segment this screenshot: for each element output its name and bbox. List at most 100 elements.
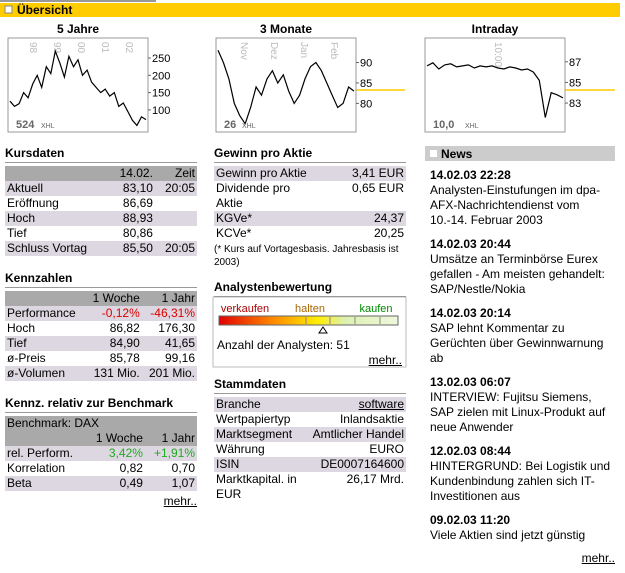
cell: Hoch (5, 211, 109, 226)
row: Branche software (214, 397, 406, 412)
cell: Eröffnung (7, 196, 59, 210)
x-label: 10:00 (492, 42, 503, 67)
cell: Wertpapiertyp (216, 412, 291, 426)
x-label: Feb (328, 42, 339, 60)
news-text: HINTERGRUND: Bei Logistik und Kundenbind… (430, 459, 611, 503)
cell: 80,86 (122, 226, 153, 240)
gewinn: Gewinn pro Aktie Gewinn pro Aktie 3,41 EUR… (214, 146, 406, 269)
cell: DE0007164600 (308, 457, 406, 472)
cell: 0,82 (119, 461, 143, 475)
x-label: Nov (238, 42, 249, 60)
x-label: 02 (123, 42, 134, 54)
row: Dividende pro Aktie 0,65 EUR (214, 181, 406, 211)
row: Marktsegment Amtlicher Handel (214, 427, 406, 442)
section-heading: Stammdaten (214, 377, 406, 394)
x-label: Jan (298, 42, 309, 58)
news-text: INTERVIEW: Fujitsu Siemens, SAP zielen m… (430, 390, 606, 434)
news-date: 09.02.03 11:20 (430, 513, 511, 527)
more-link[interactable]: mehr.. (581, 551, 615, 565)
chart-title: Intraday (472, 22, 519, 36)
y-tick-label: 100 (152, 105, 170, 117)
more-link[interactable]: mehr.. (163, 494, 197, 508)
cell (154, 211, 197, 226)
price-line (217, 50, 355, 126)
news-title: News (441, 147, 473, 161)
data-table: 1 Woche 1 Jahr Performance -0,12% -46,31% Hoc… (5, 291, 197, 381)
cell: 20:05 (154, 241, 197, 256)
analyst-box (212, 296, 407, 368)
cell: 41,65 (141, 336, 197, 351)
cell: 88,93 (108, 211, 155, 226)
analysten: Analystenbewertung Anzahl der Analysten: … (214, 280, 406, 367)
analyst-count: Anzahl der Analysten: 51 (217, 338, 350, 352)
news-item[interactable]: 13.02.03 06:07 INTERVIEW: Fujitsu Siemens… (430, 375, 615, 435)
cell: Gewinn pro Aktie (214, 166, 318, 181)
header-cell: Zeit (154, 166, 197, 181)
y-tick-label: 250 (152, 53, 170, 65)
header-cell: 1 Woche (85, 291, 142, 306)
cell: ISIN (214, 457, 308, 472)
x-label: 01 (99, 42, 110, 54)
more-link[interactable]: mehr.. (368, 353, 402, 367)
subheader: Benchmark: DAX (5, 416, 197, 431)
header-cell (5, 166, 109, 181)
header-cell: 14.02. (108, 166, 155, 181)
cell: 86,82 (109, 321, 140, 335)
y-tick-label: 87 (569, 57, 581, 69)
y-tick-label: 85 (569, 77, 581, 89)
header-cell: 1 Jahr (144, 431, 197, 446)
news-date: 14.02.03 22:28 (430, 168, 511, 182)
cell: Inlandsaktie (339, 412, 404, 426)
row: Korrelation 0,82 0,70 (5, 461, 197, 476)
cell[interactable]: software (308, 397, 406, 412)
cell: 26,17 Mrd. (346, 472, 404, 486)
y-tick-label: 85 (360, 78, 372, 90)
header-cell (5, 431, 86, 446)
news-text: Analysten-Einstufungen im dpa-AFX-Nachri… (430, 183, 601, 227)
news-date: 14.02.03 20:14 (430, 306, 511, 320)
cell: Amtlicher Handel (308, 427, 406, 442)
cell: Hoch (7, 321, 36, 335)
x-label: 99 (51, 42, 62, 54)
cell: -0,12% (85, 306, 142, 321)
header-cell: 1 Jahr (141, 291, 197, 306)
row: Hoch 88,93 (5, 211, 197, 226)
news-item[interactable]: 14.02.03 20:44 Umsätze an Terminbörse Eur… (430, 237, 615, 297)
news-bar (425, 146, 615, 161)
benchmark: Kennz. relativ zur Benchmark Benchmark: D… (5, 396, 197, 508)
row: Marktkapital. in EUR 26,17 Mrd. (214, 472, 406, 502)
news-item[interactable]: 12.02.03 08:44 HINTERGRUND: Bei Logistik … (430, 444, 615, 504)
news-item[interactable]: 14.02.03 20:14 SAP lehnt Kommentar zu Ger… (430, 306, 615, 366)
analyst-marker (318, 326, 328, 334)
cell: Tief (5, 336, 86, 351)
cell: 86,69 (122, 196, 153, 210)
chart-title: 5 Jahre (57, 22, 99, 36)
price-line (9, 48, 147, 127)
row: Tief 80,86 (5, 226, 197, 241)
news-list: 14.02.03 22:28 Analysten-Einstufungen im … (430, 168, 615, 552)
news-text: Umsätze an Terminbörse Eurex gefallen - … (430, 252, 605, 296)
row: Eröffnung 86,69 (5, 196, 197, 211)
cell (155, 196, 197, 211)
y-tick-label: 83 (569, 98, 581, 110)
row: Aktuell 83,10 20:05 (5, 181, 197, 196)
price-line (426, 62, 564, 118)
watermark-value: 524 (16, 119, 35, 131)
news-item[interactable]: 14.02.03 22:28 Analysten-Einstufungen im … (430, 168, 615, 228)
cell: ø-Preis (7, 351, 46, 365)
row: Hoch 86,82 176,30 (5, 321, 197, 336)
section-heading: Gewinn pro Aktie (214, 146, 406, 163)
cell: Schluss Vortag (5, 241, 109, 256)
watermark-value: 26 (224, 119, 236, 131)
news-item[interactable]: 09.02.03 11:20 Viele Aktien sind jetzt gü… (430, 513, 615, 543)
row: ø-Preis 85,78 99,16 (5, 351, 197, 366)
row: Performance -0,12% -46,31% (5, 306, 197, 321)
cell: 83,10 (108, 181, 155, 196)
cell: Aktuell (5, 181, 109, 196)
cell: Performance (5, 306, 86, 321)
cell: Marktkapital. in EUR (216, 472, 297, 501)
cell: -46,31% (141, 306, 197, 321)
header-cell (5, 291, 86, 306)
